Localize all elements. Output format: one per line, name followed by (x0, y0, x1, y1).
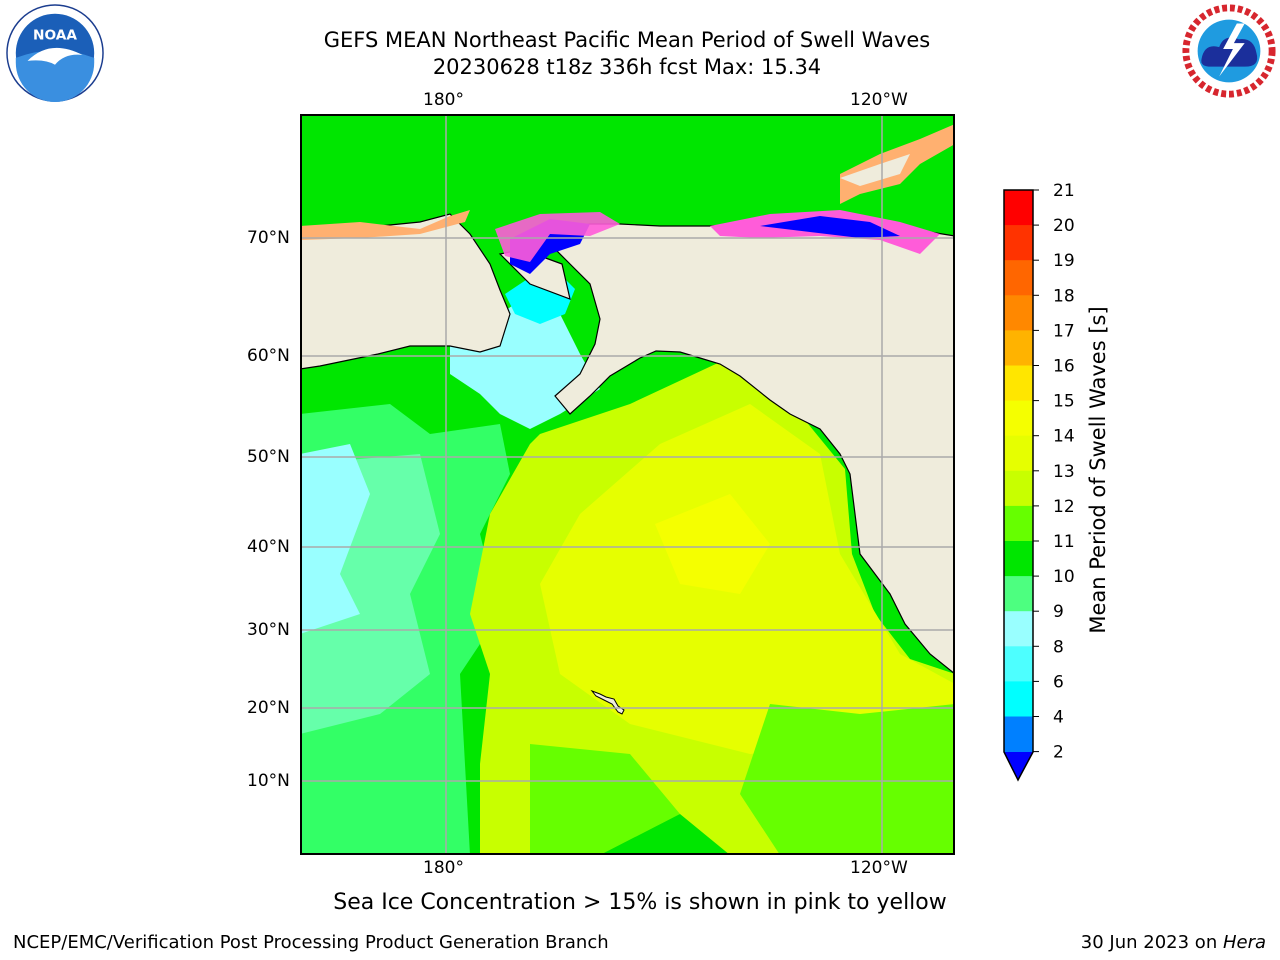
colorbar-tick-label: 19 (1053, 251, 1075, 271)
chart-subtitle: 20230628 t18z 336h fcst Max: 15.34 (432, 55, 822, 79)
colorbar-block (1004, 611, 1033, 647)
colorbar-block (1004, 330, 1033, 366)
colorbar-tick-label: 20 (1053, 216, 1075, 236)
colorbar-extend-arrow (1004, 752, 1033, 780)
colorbar: 21 20 19 18 17 16 15 14 13 12 11 10 9 8 6 4 2 (1003, 181, 1075, 782)
colorbar-block (1004, 646, 1033, 682)
lon-label-top-120w: 120°W (850, 90, 908, 110)
nws-logo (1181, 3, 1277, 99)
footer-machine: Hera (1222, 932, 1266, 953)
map-frame (300, 114, 955, 855)
colorbar-tick-label: 9 (1053, 602, 1064, 622)
graticule (300, 114, 955, 855)
colorbar-block (1004, 400, 1033, 437)
colorbar-tick-label: 10 (1053, 567, 1075, 587)
colorbar-tick-label: 16 (1053, 357, 1075, 377)
lat-label-10n: 10°N (247, 771, 290, 791)
colorbar-label: Mean Period of Swell Waves [s] (1086, 306, 1110, 634)
lat-label-60n: 60°N (247, 346, 290, 366)
colorbar-tick-label: 13 (1053, 462, 1075, 482)
lon-label-bottom-180: 180° (423, 858, 464, 878)
colorbar-tick-label: 8 (1053, 637, 1064, 657)
colorbar-block (1004, 260, 1033, 296)
colorbar-tick-label: 15 (1053, 392, 1075, 412)
lat-label-40n: 40°N (247, 537, 290, 557)
lat-label-30n: 30°N (247, 620, 290, 640)
noaa-logo-text: NOAA (33, 27, 77, 43)
sea-ice-orange (300, 210, 470, 240)
colorbar-tick-label: 4 (1053, 708, 1064, 728)
colorbar-block (1004, 435, 1033, 472)
colorbar-block (1004, 225, 1033, 261)
colorbar-block (1004, 505, 1033, 542)
colorbar-block (1004, 365, 1033, 402)
footer-date: 30 Jun 2023 on Hera (1081, 932, 1266, 953)
chart-title: GEFS MEAN Northeast Pacific Mean Period … (323, 28, 931, 52)
footer-credit: NCEP/EMC/Verification Post Processing Pr… (13, 932, 609, 953)
colorbar-block (1004, 190, 1033, 226)
colorbar-block (1004, 716, 1033, 753)
lon-label-bottom-120w: 120°W (850, 858, 908, 878)
lat-label-70n: 70°N (247, 228, 290, 248)
colorbar-block (1004, 541, 1033, 577)
colorbar-block (1004, 576, 1033, 612)
lat-label-20n: 20°N (247, 698, 290, 718)
sea-ice-note: Sea Ice Concentration > 15% is shown in … (333, 890, 947, 915)
colorbar-block (1004, 470, 1033, 507)
map-panel (300, 114, 955, 855)
land-siberia (300, 213, 511, 370)
colorbar-block (1004, 295, 1033, 331)
colorbar-tick-label: 14 (1053, 427, 1075, 447)
colorbar-tick-label: 11 (1053, 532, 1075, 552)
colorbar-tick-label: 6 (1053, 672, 1064, 692)
colorbar-tick-label: 2 (1053, 743, 1064, 763)
colorbar-tick-label: 17 (1053, 321, 1075, 341)
lat-label-50n: 50°N (247, 447, 290, 467)
noaa-logo: NOAA (6, 4, 104, 102)
colorbar-block (1004, 681, 1033, 717)
colorbar-tick-label: 18 (1053, 286, 1075, 306)
footer-date-text: 30 Jun 2023 on (1080, 932, 1223, 953)
lon-label-top-180: 180° (423, 90, 464, 110)
colorbar-tick-label: 21 (1053, 181, 1075, 201)
colorbar-tick-label: 12 (1053, 497, 1075, 517)
